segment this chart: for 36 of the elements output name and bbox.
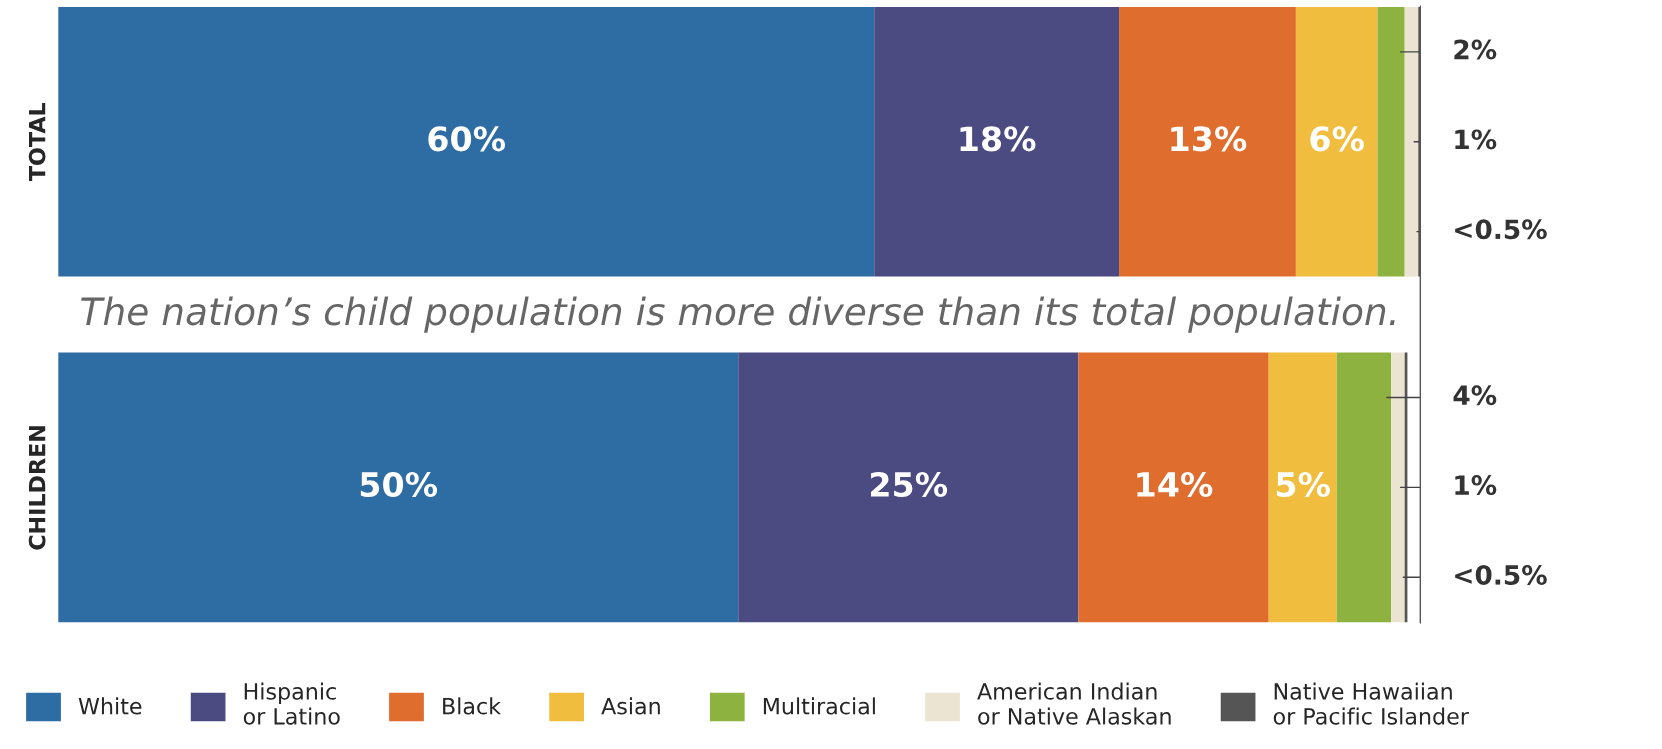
- data-label: <0.5%: [1455, 565, 1547, 585]
- data-label: <0.5%: [1455, 219, 1547, 240]
- data-label: 1%: [1455, 129, 1497, 150]
- data-label: 50%: [360, 471, 438, 498]
- bar: [874, 6, 1120, 277]
- data-label: 60%: [428, 126, 506, 152]
- data-label: 13%: [1171, 126, 1247, 152]
- bar: [1377, 6, 1405, 277]
- bar: [58, 6, 875, 277]
- data-label: 14%: [1137, 471, 1213, 498]
- annotation: The nation’s child population is more diverse than its total population.: [81, 296, 1395, 333]
- legend-label: Asian: [601, 697, 660, 715]
- bar: [1078, 352, 1269, 623]
- data-label: 5%: [1276, 471, 1330, 498]
- data-label: 25%: [870, 471, 948, 498]
- data-label: 6%: [1310, 126, 1364, 152]
- legend-label: Black: [443, 697, 501, 715]
- bar: [1404, 6, 1419, 277]
- legend-label: Multiracial: [763, 697, 875, 715]
- legend-label: Native Hawaiian or Pacific Islander: [1273, 682, 1469, 725]
- bar: [1295, 6, 1378, 277]
- data-label: 1%: [1455, 475, 1497, 496]
- data-label: 4%: [1453, 385, 1497, 406]
- legend-label: American Indian or Native Alaskan: [977, 682, 1171, 725]
- legend-label: White: [78, 697, 142, 715]
- bar: [1336, 352, 1392, 623]
- bar: [1268, 352, 1337, 623]
- data-label: 18%: [960, 126, 1036, 152]
- y-tick-label: TOTAL: [28, 102, 46, 182]
- legend-label: Hispanic or Latino: [243, 682, 340, 725]
- bar: [58, 352, 739, 623]
- bar: [738, 352, 1079, 623]
- bar: [1391, 352, 1405, 623]
- bar: [1119, 6, 1296, 277]
- y-tick-label: CHILDREN: [28, 426, 46, 550]
- data-label: 2%: [1454, 39, 1497, 60]
